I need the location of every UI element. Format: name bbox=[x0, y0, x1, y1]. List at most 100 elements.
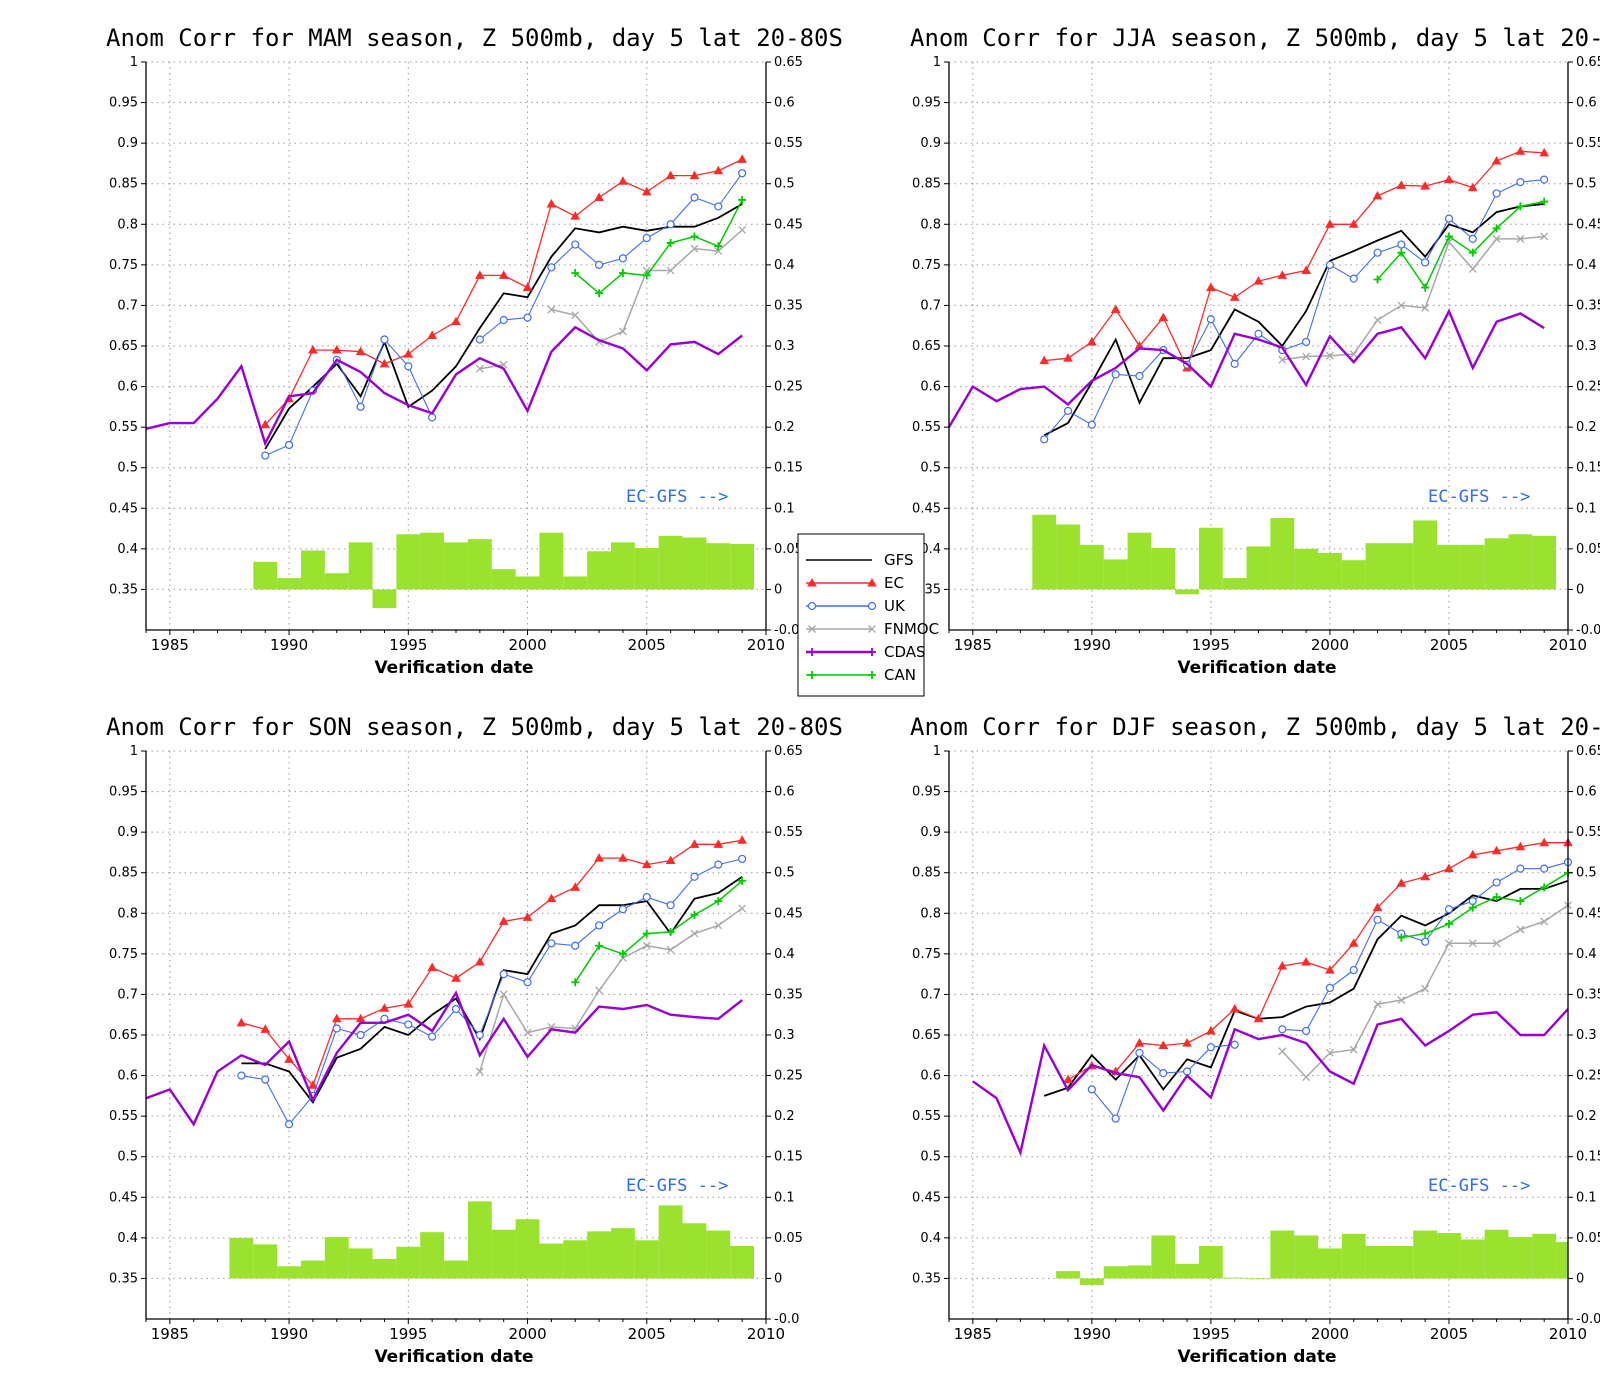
legend-marker-can bbox=[808, 671, 816, 679]
legend-marker-fnmoc bbox=[808, 625, 816, 633]
ec-gfs-diff-bar bbox=[372, 589, 397, 609]
legend-marker-cdas bbox=[868, 648, 876, 656]
data-point-ec bbox=[1063, 353, 1073, 362]
y2-tick-label: 0.25 bbox=[774, 1069, 803, 1084]
y-tick-label: 0.65 bbox=[912, 1028, 941, 1043]
y-tick-label: 0.75 bbox=[912, 258, 941, 273]
data-point-can bbox=[1444, 232, 1453, 241]
data-point-uk bbox=[571, 941, 580, 950]
data-point-uk bbox=[428, 413, 437, 422]
data-point-uk bbox=[618, 905, 628, 914]
data-point-uk bbox=[547, 939, 556, 948]
ec-gfs-diff-bar bbox=[1294, 1235, 1319, 1279]
y2-tick-label: 0 bbox=[774, 1271, 782, 1286]
ec-gfs-diff-bar bbox=[658, 1205, 683, 1279]
x-axis-label: Verification date bbox=[1177, 658, 1336, 678]
data-point-ec bbox=[427, 962, 438, 972]
ec-gfs-diff-bar bbox=[348, 1248, 373, 1279]
y-tick-label: 0.65 bbox=[109, 339, 138, 354]
y2-tick-label: 0.35 bbox=[1576, 987, 1600, 1002]
ec-gfs-diff-bar bbox=[1198, 1245, 1223, 1279]
ec-gfs-diff-bar bbox=[1532, 1233, 1557, 1279]
y2-tick-label: 0 bbox=[774, 582, 782, 597]
data-point-ec bbox=[498, 270, 509, 279]
ec-gfs-diff-bar bbox=[467, 1201, 492, 1279]
chart-title: Anom Corr for JJA season, Z 500mb, day 5… bbox=[910, 24, 1600, 52]
legend-label-fnmoc: FNMOC bbox=[884, 620, 939, 638]
data-point-uk bbox=[1230, 359, 1239, 368]
y-tick-label: 0.95 bbox=[912, 785, 941, 800]
data-point-can bbox=[1516, 897, 1525, 906]
y-tick-label: 0.5 bbox=[920, 461, 941, 476]
data-point-uk bbox=[261, 451, 270, 460]
data-point-ec bbox=[1515, 146, 1526, 155]
data-point-uk bbox=[1349, 965, 1358, 975]
ec-gfs-diff-bar bbox=[420, 532, 445, 590]
data-point-uk bbox=[1302, 1026, 1311, 1036]
ec-gfs-diff-bar bbox=[1246, 1278, 1271, 1280]
data-point-can bbox=[1492, 893, 1501, 902]
x-tick-label: 2010 bbox=[747, 1325, 785, 1343]
ec-gfs-diff-bar bbox=[1460, 1239, 1485, 1279]
data-point-fnmoc bbox=[1397, 996, 1406, 1005]
data-point-ec bbox=[1301, 265, 1311, 275]
ec-gfs-diff-bar bbox=[1056, 1271, 1080, 1279]
data-point-can bbox=[714, 242, 723, 251]
data-point-ec bbox=[1063, 1074, 1073, 1084]
ec-gfs-diff-bar bbox=[1151, 548, 1176, 590]
data-point-uk bbox=[1325, 260, 1335, 269]
y2-tick-label: -0.0 bbox=[1576, 1312, 1600, 1327]
x-tick-label: 2010 bbox=[1549, 1325, 1587, 1343]
ec-gfs-diff-bar bbox=[1341, 560, 1366, 590]
data-point-ec bbox=[1039, 355, 1050, 365]
panel-djf: Anom Corr for DJF season, Z 500mb, day 5… bbox=[910, 713, 1600, 1367]
ec-gfs-diff-bar bbox=[301, 550, 325, 590]
y-tick-label: 0.5 bbox=[117, 461, 138, 476]
data-point-fnmoc bbox=[1540, 917, 1549, 926]
data-point-fnmoc bbox=[714, 921, 723, 930]
y2-tick-label: 0.3 bbox=[1576, 339, 1597, 354]
data-point-uk bbox=[1421, 258, 1430, 267]
data-point-ec bbox=[570, 211, 581, 220]
ec-gfs-diff-bar bbox=[515, 1219, 540, 1279]
data-point-ec bbox=[308, 345, 318, 354]
y2-tick-label: 0.45 bbox=[774, 906, 803, 921]
y2-tick-label: 0.1 bbox=[1576, 501, 1597, 516]
series-line-uk bbox=[241, 858, 743, 1126]
data-point-ec bbox=[1158, 312, 1169, 322]
chart-title: Anom Corr for DJF season, Z 500mb, day 5… bbox=[910, 713, 1600, 741]
data-point-uk bbox=[594, 921, 604, 930]
y2-tick-label: 0.25 bbox=[774, 380, 803, 395]
x-tick-label: 1990 bbox=[270, 1325, 308, 1343]
y-tick-label: 0.85 bbox=[109, 177, 138, 192]
ec-gfs-diff-bar bbox=[467, 539, 492, 590]
series-line-fnmoc bbox=[479, 363, 504, 370]
ec-gfs-diff-bar bbox=[587, 1231, 611, 1279]
data-point-uk bbox=[1159, 1069, 1168, 1078]
data-point-fnmoc bbox=[475, 364, 484, 373]
ec-gfs-diff-bar bbox=[396, 534, 421, 590]
x-tick-label: 1990 bbox=[1073, 636, 1111, 654]
data-point-ec bbox=[1301, 956, 1311, 966]
ec-gfs-diff-bar bbox=[682, 537, 707, 590]
data-point-fnmoc bbox=[1492, 939, 1501, 948]
ec-gfs-annotation: EC-GFS --> bbox=[626, 487, 728, 507]
y2-tick-label: 0.4 bbox=[774, 258, 795, 273]
data-point-uk bbox=[666, 901, 675, 910]
series-line-can bbox=[574, 880, 743, 983]
data-point-uk bbox=[1444, 905, 1454, 914]
ec-gfs-annotation: EC-GFS --> bbox=[626, 1176, 728, 1196]
y2-tick-label: 0.5 bbox=[774, 177, 795, 192]
legend-marker-ec bbox=[867, 577, 877, 587]
data-point-uk bbox=[714, 202, 723, 211]
data-point-ec bbox=[1110, 304, 1121, 313]
data-point-ec bbox=[1253, 1013, 1264, 1023]
panel-mam: Anom Corr for MAM season, Z 500mb, day 5… bbox=[106, 24, 843, 678]
data-point-ec bbox=[546, 893, 557, 903]
data-point-ec bbox=[1444, 174, 1454, 184]
y2-tick-label: 0.35 bbox=[1576, 298, 1600, 313]
ec-gfs-diff-bar bbox=[491, 569, 516, 590]
data-point-uk bbox=[1325, 983, 1335, 993]
y2-tick-label: 0.4 bbox=[1576, 258, 1597, 273]
y-tick-label: 0.65 bbox=[109, 1028, 138, 1043]
